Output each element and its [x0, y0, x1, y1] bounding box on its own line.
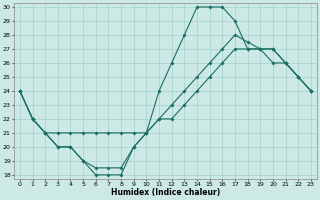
- X-axis label: Humidex (Indice chaleur): Humidex (Indice chaleur): [111, 188, 220, 197]
